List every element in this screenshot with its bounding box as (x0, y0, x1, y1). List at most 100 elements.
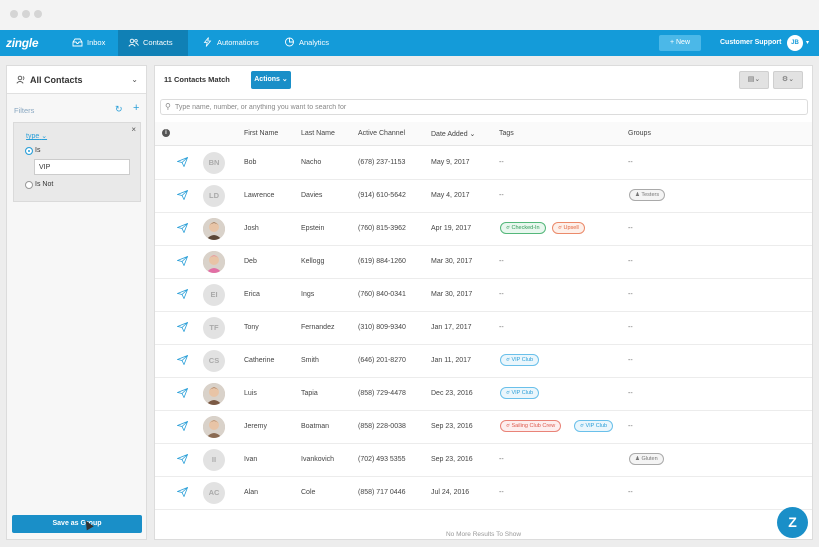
nav-analytics[interactable]: Analytics (274, 30, 341, 56)
tags-cell: -- (499, 159, 504, 166)
window-close-dot[interactable] (10, 10, 18, 18)
refresh-icon[interactable]: ↻ (115, 104, 123, 114)
chevron-down-icon: ⌄ (281, 76, 288, 83)
add-filter-icon[interactable]: + (133, 102, 140, 114)
tag-badge[interactable]: ⌭ Sailing Club Crew (500, 420, 562, 432)
table-row[interactable]: TF Tony Fernandez (310) 809-9340 Jan 17, 201… (155, 312, 812, 345)
col-tags[interactable]: Tags (499, 130, 514, 137)
filter-value-field[interactable]: VIP (34, 159, 130, 175)
active-channel-cell: (858) 717 0446 (358, 489, 406, 496)
table-row[interactable]: AC Alan Cole (858) 717 0446 Jul 24, 2016 -- -- (155, 477, 812, 510)
actions-button-label: Actions (254, 76, 280, 83)
tags-cell: -- (499, 291, 504, 298)
group-badge[interactable]: ♟ Testers (629, 189, 666, 201)
last-name-cell: Kellogg (301, 258, 325, 265)
search-bar[interactable]: ⚲ (160, 99, 808, 115)
tag-badge[interactable]: ⌭ VIP Club (574, 420, 614, 432)
info-icon[interactable]: i (162, 129, 170, 137)
send-message-icon[interactable] (176, 453, 189, 466)
send-message-icon[interactable] (176, 486, 189, 499)
avatar (203, 251, 225, 273)
filter-field-dropdown[interactable]: type ⌄ (26, 132, 47, 140)
search-input[interactable] (175, 101, 775, 113)
pie-chart-icon (285, 37, 294, 47)
zingle-logo[interactable]: zingle (6, 36, 39, 50)
avatar (203, 416, 225, 438)
tag-label: VIP Club (511, 390, 534, 396)
window-minimize-dot[interactable] (22, 10, 30, 18)
user-avatar[interactable]: JB (787, 35, 803, 51)
table-row[interactable]: LD Lawrence Davies (914) 610-5642 May 4, 201… (155, 180, 812, 213)
last-name-cell: Fernandez (301, 324, 335, 331)
account-name[interactable]: Customer Support (720, 39, 782, 46)
date-added-cell: May 4, 2017 (431, 192, 470, 199)
table-row[interactable]: II Ivan Ivankovich (702) 493 5355 Sep 23, 20… (155, 444, 812, 477)
col-last-name[interactable]: Last Name (301, 130, 335, 137)
col-date-added[interactable]: Date Added ⌄ (431, 130, 475, 138)
send-message-icon[interactable] (176, 189, 189, 202)
col-groups[interactable]: Groups (628, 130, 651, 137)
date-added-cell: Jan 17, 2017 (431, 324, 472, 331)
active-channel-cell: (619) 884-1260 (358, 258, 406, 265)
save-as-group-button[interactable]: Save as Group (12, 515, 142, 533)
send-message-icon[interactable] (176, 222, 189, 235)
last-name-cell: Davies (301, 192, 323, 199)
nav-contacts[interactable]: Contacts (118, 30, 188, 56)
filters-label: Filters (14, 106, 35, 115)
group-badge[interactable]: ♟ Gluten (629, 453, 664, 465)
date-added-cell: Sep 23, 2016 (431, 456, 473, 463)
table-row[interactable]: EI Erica Ings (760) 840-0341 Mar 30, 2017 -- -… (155, 279, 812, 312)
new-button[interactable]: + New (659, 35, 701, 51)
send-message-icon[interactable] (176, 387, 189, 400)
tags-cell: -- (499, 489, 504, 496)
first-name-cell: Deb (244, 258, 257, 265)
nav-analytics-label: Analytics (299, 38, 330, 47)
send-message-icon[interactable] (176, 354, 189, 367)
send-message-icon[interactable] (176, 255, 189, 268)
actions-button[interactable]: Actions ⌄ (251, 71, 291, 89)
sidebar-header[interactable]: All Contacts ⌄ (7, 66, 146, 94)
chevron-down-icon[interactable]: ⌄ (131, 75, 138, 84)
filter-card: type ⌄ × Is VIP Is Not (13, 122, 141, 202)
first-name-cell: Alan (244, 489, 259, 496)
groups-cell: -- (628, 423, 633, 430)
table-header: i First Name Last Name Active Channel Da… (155, 122, 812, 146)
nav-inbox[interactable]: Inbox (62, 30, 117, 56)
last-name-cell: Tapia (301, 390, 318, 397)
tag-badge[interactable]: ⌭ Upsell (552, 222, 585, 234)
tags-cell: -- (499, 456, 504, 463)
table-row[interactable]: Josh Epstein (760) 815-3962 Apr 19, 2017 ⌭ C… (155, 213, 812, 246)
nav-automations[interactable]: Automations (192, 30, 271, 56)
last-name-cell: Epstein (301, 225, 325, 232)
table-row[interactable]: Luis Tapia (858) 729-4478 Dec 23, 2016 ⌭ VIP… (155, 378, 812, 411)
radio-is[interactable] (25, 147, 33, 155)
last-name-cell: Smith (301, 357, 319, 364)
tag-badge[interactable]: ⌭ VIP Club (500, 354, 540, 366)
columns-toggle-button[interactable]: ▤⌄ (739, 71, 769, 89)
table-row[interactable]: Deb Kellogg (619) 884-1260 Mar 30, 2017 -- -- (155, 246, 812, 279)
first-name-cell: Lawrence (244, 192, 275, 199)
avatar: EI (203, 284, 225, 306)
send-message-icon[interactable] (176, 288, 189, 301)
avatar: TF (203, 317, 225, 339)
table-row[interactable]: CS Catherine Smith (646) 201-8270 Jan 11, 20… (155, 345, 812, 378)
chevron-down-icon[interactable]: ▾ (806, 40, 810, 46)
send-message-icon[interactable] (176, 156, 189, 169)
col-first-name[interactable]: First Name (244, 130, 279, 137)
radio-is-not[interactable] (25, 181, 33, 189)
window-maximize-dot[interactable] (34, 10, 42, 18)
table-row[interactable]: BN Bob Nacho (678) 237-1153 May 9, 2017 -- -- (155, 147, 812, 180)
send-message-icon[interactable] (176, 321, 189, 334)
help-chat-button[interactable]: Z (777, 507, 808, 538)
tag-badge[interactable]: ⌭ VIP Club (500, 387, 540, 399)
nav-contacts-label: Contacts (143, 38, 173, 47)
col-active-channel[interactable]: Active Channel (358, 130, 406, 137)
groups-cell: -- (628, 357, 633, 364)
date-added-cell: May 9, 2017 (431, 159, 470, 166)
send-message-icon[interactable] (176, 420, 189, 433)
tag-badge[interactable]: ⌭ Checked-In (500, 222, 546, 234)
close-icon[interactable]: × (131, 125, 136, 134)
settings-button[interactable]: ⚙⌄ (773, 71, 803, 89)
first-name-cell: Ivan (244, 456, 258, 463)
table-row[interactable]: Jeremy Boatman (858) 228-0038 Sep 23, 2016 ⌭… (155, 411, 812, 444)
